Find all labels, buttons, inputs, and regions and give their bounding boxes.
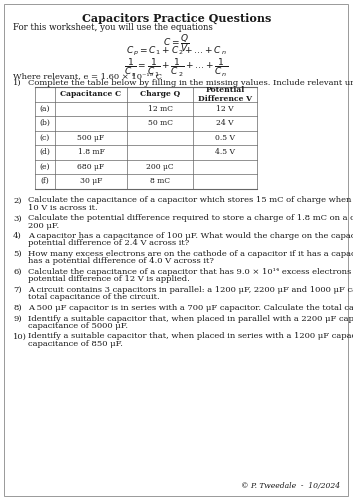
Text: 500 μF: 500 μF <box>77 134 104 142</box>
Text: Identify a suitable capacitor that, when placed in parallel with a 2200 μF capac: Identify a suitable capacitor that, when… <box>28 314 353 322</box>
Text: Potential
Difference V: Potential Difference V <box>198 86 252 103</box>
Text: (c): (c) <box>40 134 50 142</box>
Text: A capacitor has a capacitance of 100 μF. What would the charge on the capacitor : A capacitor has a capacitance of 100 μF.… <box>28 232 353 240</box>
Text: $C_{\,p}=C_{\,1}+C_{\,2}+\ldots+C_{\,n}$: $C_{\,p}=C_{\,1}+C_{\,2}+\ldots+C_{\,n}$ <box>126 45 227 58</box>
Text: For this worksheet, you will use the equations: For this worksheet, you will use the equ… <box>13 23 213 32</box>
Text: (f): (f) <box>41 178 49 185</box>
Text: (a): (a) <box>40 105 50 113</box>
Text: Capacitance C: Capacitance C <box>60 90 121 98</box>
Text: capacitance of 850 μF.: capacitance of 850 μF. <box>28 340 123 347</box>
Text: Complete the table below by filling in the missing values. Include relevant unit: Complete the table below by filling in t… <box>28 79 353 87</box>
Text: $C=\dfrac{Q}{V}$: $C=\dfrac{Q}{V}$ <box>163 32 190 54</box>
Text: Calculate the potential difference required to store a charge of 1.8 mC on a cap: Calculate the potential difference requi… <box>28 214 353 222</box>
Text: How many excess electrons are on the cathode of a capacitor if it has a capacita: How many excess electrons are on the cat… <box>28 250 353 258</box>
Text: 5): 5) <box>13 250 22 258</box>
Text: (e): (e) <box>40 163 50 171</box>
Text: has a potential difference of 4.0 V across it?: has a potential difference of 4.0 V acro… <box>28 258 214 266</box>
Text: 1.8 mF: 1.8 mF <box>78 148 104 156</box>
Text: 680 μF: 680 μF <box>77 163 104 171</box>
Text: 4.5 V: 4.5 V <box>215 148 235 156</box>
Text: 12 mC: 12 mC <box>148 105 173 113</box>
Text: 8): 8) <box>13 304 22 312</box>
Text: 9): 9) <box>13 314 22 322</box>
Text: 200 μC: 200 μC <box>146 163 174 171</box>
Text: Capacitors Practice Questions: Capacitors Practice Questions <box>82 13 271 24</box>
Text: 7): 7) <box>13 286 22 294</box>
Text: 3): 3) <box>13 214 22 222</box>
Text: Calculate the capacitance of a capacitor that has 9.0 × 10¹⁴ excess electrons on: Calculate the capacitance of a capacitor… <box>28 268 353 276</box>
Text: total capacitance of the circuit.: total capacitance of the circuit. <box>28 293 160 301</box>
Text: 200 μF.: 200 μF. <box>28 222 59 230</box>
Text: 30 μF: 30 μF <box>80 178 102 185</box>
Text: 10): 10) <box>13 332 27 340</box>
Text: capacitance of 5000 μF.: capacitance of 5000 μF. <box>28 322 128 330</box>
Text: Identify a suitable capacitor that, when placed in series with a 1200 μF capacit: Identify a suitable capacitor that, when… <box>28 332 353 340</box>
Text: 50 mC: 50 mC <box>148 119 173 127</box>
Text: $\dfrac{1}{C_{\,s}}=\dfrac{1}{C_{\,1}}+\dfrac{1}{C_{\,2}}+\ldots+\dfrac{1}{C_{\,: $\dfrac{1}{C_{\,s}}=\dfrac{1}{C_{\,1}}+\… <box>125 57 228 80</box>
Text: potential difference of 2.4 V across it?: potential difference of 2.4 V across it? <box>28 240 189 248</box>
Text: Calculate the capacitance of a capacitor which stores 15 mC of charge when a pot: Calculate the capacitance of a capacitor… <box>28 196 353 204</box>
Text: 24 V: 24 V <box>216 119 234 127</box>
Text: A 500 μF capacitor is in series with a 700 μF capacitor. Calculate the total cap: A 500 μF capacitor is in series with a 7… <box>28 304 353 312</box>
Text: © P. Tweedale  -  10/2024: © P. Tweedale - 10/2024 <box>241 482 340 490</box>
Text: 8 mC: 8 mC <box>150 178 170 185</box>
Text: Charge Q: Charge Q <box>140 90 180 98</box>
Text: 1): 1) <box>13 79 22 87</box>
Text: 2): 2) <box>13 196 22 204</box>
Text: 0.5 V: 0.5 V <box>215 134 235 142</box>
Text: 4): 4) <box>13 232 22 240</box>
Text: (d): (d) <box>40 148 50 156</box>
Text: 10 V is across it.: 10 V is across it. <box>28 204 98 212</box>
Text: 12 V: 12 V <box>216 105 234 113</box>
Text: (b): (b) <box>40 119 50 127</box>
Text: 6): 6) <box>13 268 22 276</box>
Text: potential difference of 12 V is applied.: potential difference of 12 V is applied. <box>28 276 190 283</box>
Text: Where relevant, e = 1.60 × 10⁻¹⁹ C: Where relevant, e = 1.60 × 10⁻¹⁹ C <box>13 72 162 80</box>
Text: A circuit contains 3 capacitors in parallel: a 1200 μF, 2200 μF and 1000 μF capa: A circuit contains 3 capacitors in paral… <box>28 286 353 294</box>
